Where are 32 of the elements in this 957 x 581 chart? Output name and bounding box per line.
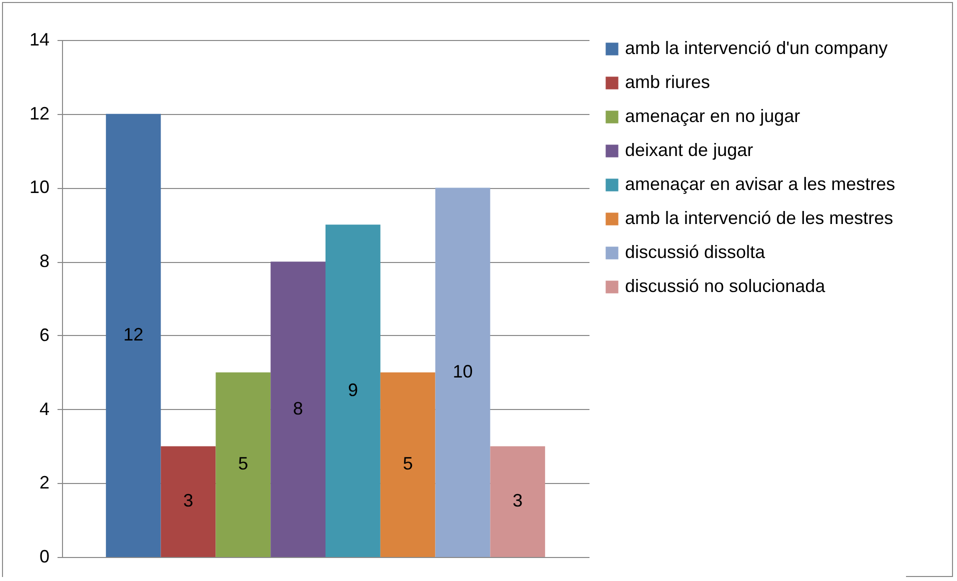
data-label: 9 — [348, 380, 358, 400]
legend-label: amenaçar en no jugar — [625, 106, 800, 126]
data-label: 3 — [512, 490, 523, 511]
data-label: 5 — [238, 454, 248, 474]
legend-label: amb la intervenció de les mestres — [625, 208, 894, 228]
data-label: 12 — [123, 324, 144, 344]
y-tick-label: 12 — [29, 103, 50, 124]
y-tick-label: 10 — [29, 177, 50, 198]
y-tick-label: 14 — [29, 30, 50, 50]
y-tick-label: 4 — [39, 398, 50, 419]
y-tick-label: 2 — [39, 472, 50, 493]
legend-label: discussió dissolta — [625, 242, 766, 262]
y-tick-label: 0 — [39, 546, 50, 566]
y-tick-label: 8 — [39, 251, 50, 272]
legend-label: amenaçar en avisar a les mestres — [625, 174, 896, 194]
data-label: 3 — [183, 490, 194, 511]
bar — [270, 262, 326, 557]
bar — [106, 114, 161, 557]
legend-label: amb la intervenció d'un company — [625, 38, 888, 58]
bar — [490, 446, 546, 557]
y-tick-label: 6 — [39, 324, 50, 345]
bar — [160, 446, 216, 557]
bar — [216, 372, 271, 557]
bar — [380, 372, 436, 557]
bar — [326, 224, 380, 557]
legend-label: discussió no solucionada — [625, 276, 826, 296]
bar — [435, 188, 490, 557]
data-label: 8 — [293, 398, 304, 418]
legend-label: deixant de jugar — [625, 140, 754, 160]
data-label: 10 — [452, 361, 473, 382]
data-label: 5 — [402, 454, 413, 474]
legend-label: amb riures — [625, 72, 710, 92]
